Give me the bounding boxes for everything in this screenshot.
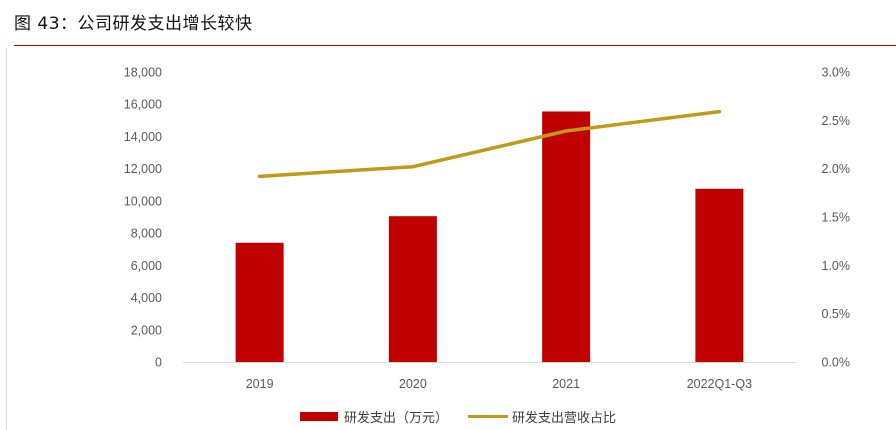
y-left-tick-label: 2,000	[131, 323, 162, 337]
y-left-tick-label: 10,000	[124, 194, 162, 208]
figure-title: 图 43：公司研发支出增长较快	[14, 14, 253, 34]
legend-swatch-line	[468, 415, 509, 418]
y-right-tick-label: 3.0%	[822, 66, 851, 80]
x-tick-label: 2020	[399, 377, 427, 391]
line-rd-ratio	[257, 109, 722, 179]
y-left-tick-label: 14,000	[124, 130, 162, 144]
line-point-rd-ratio	[411, 165, 415, 169]
y-right-tick-label: 0.0%	[822, 356, 851, 370]
y-left-tick-label: 8,000	[131, 227, 162, 241]
legend-item-line: 研发支出营收占比	[468, 407, 616, 426]
y-right-tick-label: 0.5%	[822, 307, 851, 321]
y-left-tick-label: 12,000	[124, 162, 162, 176]
x-tick-label: 2022Q1-Q3	[687, 377, 752, 391]
bar-rd-expense	[695, 188, 744, 362]
x-tick-label: 2019	[246, 377, 274, 391]
legend-label-line: 研发支出营收占比	[512, 411, 617, 426]
y-right-tick-label: 2.5%	[822, 114, 851, 128]
y-right-tick-label: 1.5%	[822, 211, 851, 225]
legend-label-bar: 研发支出（万元）	[344, 411, 449, 426]
y-left-tick-label: 16,000	[124, 98, 162, 112]
bar-rd-expense	[388, 216, 437, 362]
y-left-tick-label: 6,000	[131, 259, 162, 273]
legend: 研发支出（万元） 研发支出营收占比	[300, 407, 636, 426]
x-tick-label: 2021	[552, 377, 580, 391]
title-rule	[14, 45, 896, 46]
line-point-rd-ratio	[564, 129, 568, 133]
bar-rd-expense	[542, 111, 591, 362]
line-point-rd-ratio	[258, 174, 262, 178]
y-left-tick-label: 0	[155, 356, 162, 370]
line-point-rd-ratio	[717, 110, 721, 114]
y-right-tick-label: 1.0%	[822, 259, 851, 273]
y-right-tick-label: 2.0%	[822, 162, 851, 176]
bar-rd-expense	[235, 242, 284, 362]
left-border	[6, 49, 7, 430]
y-left-tick-label: 4,000	[131, 291, 162, 305]
y-left-tick-label: 18,000	[124, 66, 162, 80]
legend-swatch-bar	[300, 412, 338, 421]
legend-item-bar: 研发支出（万元）	[300, 407, 448, 426]
